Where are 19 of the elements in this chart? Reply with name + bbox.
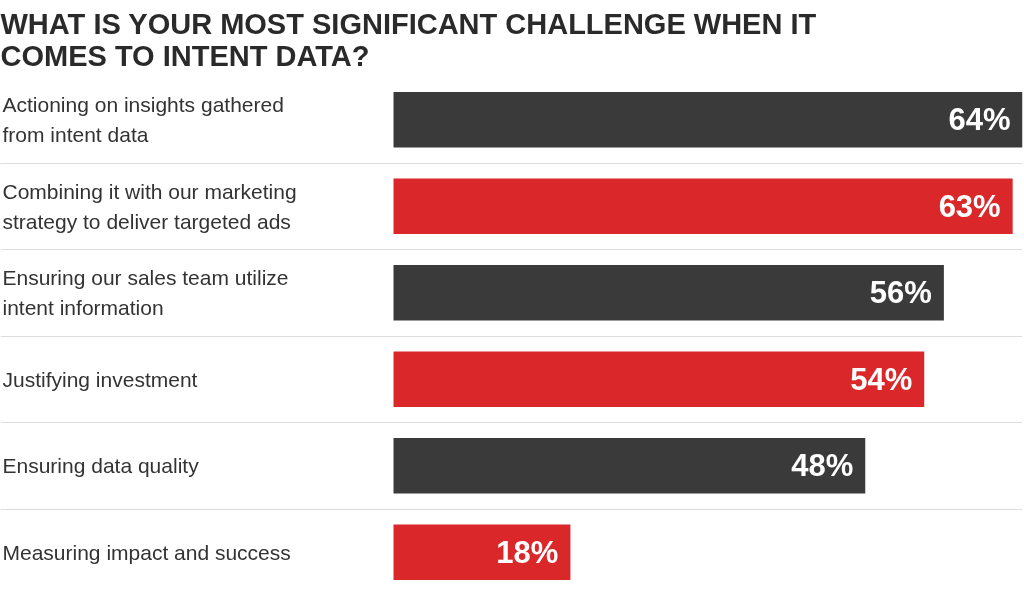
data-label: 64% bbox=[948, 102, 1011, 138]
data-label: 48% bbox=[791, 448, 854, 484]
bar bbox=[393, 351, 925, 407]
data-label: 54% bbox=[850, 361, 913, 397]
data-label: 63% bbox=[938, 188, 1001, 224]
y-tick-label: Ensuring our sales team utilize intent information bbox=[2, 266, 289, 320]
y-tick-label: Measuring impact and success bbox=[2, 540, 291, 564]
data-label: 56% bbox=[869, 275, 932, 311]
data-label: 18% bbox=[496, 534, 559, 570]
y-tick-label: Ensuring data quality bbox=[2, 454, 200, 478]
bar bbox=[393, 524, 571, 580]
y-tick-label: Combining it with our marketing strategy to deliver targeted ads bbox=[2, 179, 297, 233]
y-tick-label: Actioning on insights gathered from intent data bbox=[2, 93, 284, 147]
bar bbox=[393, 178, 1013, 234]
bar bbox=[393, 438, 866, 494]
y-tick-label: Justifying investment bbox=[2, 367, 198, 391]
bar bbox=[393, 92, 1023, 148]
chart-title: WHAT IS YOUR MOST SIGNIFICANT CHALLENGE WHEN IT COMES TO INTENT DATA? bbox=[0, 7, 817, 72]
bar bbox=[393, 265, 944, 321]
